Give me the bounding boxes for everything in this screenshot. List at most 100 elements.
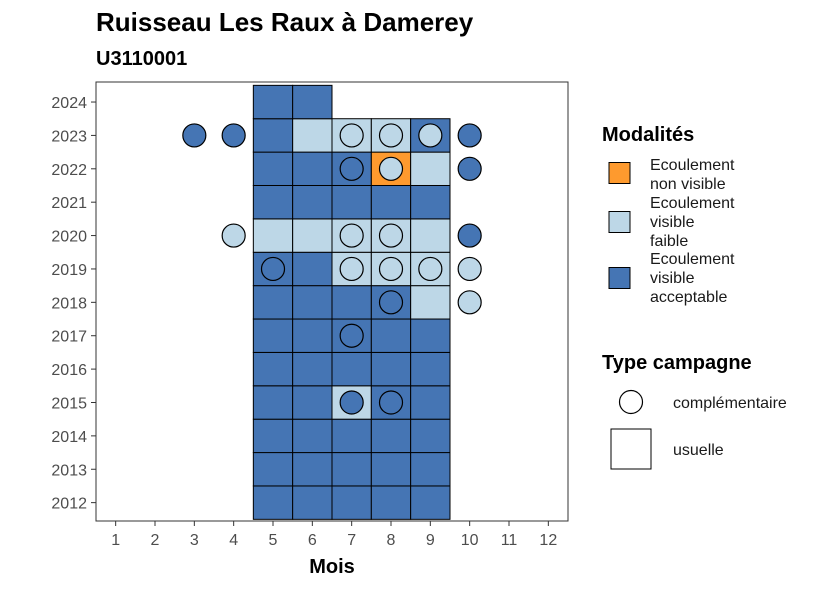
point-2017-7 [339,323,364,348]
tile-2012-6 [292,485,333,520]
tile-2024-6 [292,84,333,120]
point-2022-8 [378,156,404,181]
y-tick-label-2023: 2023 [51,128,87,145]
y-tick-label-2017: 2017 [51,329,87,346]
tile-2018-7 [331,285,372,320]
tile-2020-9 [410,218,451,253]
x-axis: 1 2 3 4 5 6 7 8 9 10 11 12 [111,521,557,549]
point-2023-4 [221,123,246,148]
point-2023-7 [339,123,364,148]
point-2018-10 [457,290,482,315]
point-2020-10 [457,223,482,248]
tile-2017-8 [370,318,412,353]
x-tick-label-2: 2 [151,532,160,549]
tile-2014-9 [410,418,451,454]
chart-title: Ruisseau Les Raux à Damerey [96,7,474,37]
y-tick-label-2018: 2018 [51,295,87,312]
legend-label-faible: Ecoulement [650,195,735,212]
tile-2013-6 [292,452,333,487]
y-tick-label-2016: 2016 [51,362,87,379]
tile-2020-6 [292,218,333,253]
point-2015-8 [378,390,404,415]
tile-2016-6 [292,351,333,387]
tile-2016-5 [252,351,294,387]
chart-subtitle: U3110001 [96,48,187,70]
legend-label-faible: visible [650,214,695,231]
tile-2023-6 [292,118,333,153]
legend-key-non_visible [608,162,631,184]
tile-2012-5 [252,485,294,520]
y-tick-label-2019: 2019 [51,262,87,279]
x-tick-label-12: 12 [539,532,557,549]
tile-2016-8 [370,351,412,387]
legend-label-non_visible: Ecoulement [650,157,735,174]
point-2020-7 [339,223,364,248]
tile-2021-6 [292,184,333,220]
tile-2016-9 [410,351,451,387]
tile-2013-7 [331,452,372,487]
point-2019-9 [418,256,443,282]
y-tick-label-2022: 2022 [51,162,87,179]
point-2023-8 [378,123,404,148]
point-2022-10 [457,156,482,181]
tile-2013-9 [410,452,451,487]
legend-label-acceptable: Ecoulement [650,251,735,268]
point-2018-8 [378,290,404,315]
tile-2012-9 [410,485,451,520]
tile-2016-7 [331,351,372,387]
x-tick-label-8: 8 [387,532,396,549]
point-2023-10 [457,123,482,148]
tile-2022-9 [410,151,451,186]
legend-type: Type campagne complémentaire usuelle [602,352,787,470]
tile-2012-8 [370,485,412,520]
point-2022-7 [339,156,364,181]
point-2015-7 [339,390,364,415]
tile-2020-5 [252,218,294,253]
x-axis-label: Mois [309,556,355,578]
y-tick-label-2024: 2024 [51,95,87,112]
x-tick-label-1: 1 [111,532,120,549]
x-tick-label-6: 6 [308,532,317,549]
x-tick-label-5: 5 [269,532,278,549]
x-tick-label-4: 4 [229,532,238,549]
plot-border [95,81,569,522]
tile-2024-5 [252,84,294,120]
tile-2014-5 [252,418,294,454]
point-2019-5 [260,256,286,282]
tile-2022-5 [252,151,294,186]
point-2019-7 [339,256,364,282]
y-tick-label-2012: 2012 [51,496,87,513]
legend-label-non_visible: non visible [650,176,726,193]
tile-2018-5 [252,285,294,320]
y-tick-label-2013: 2013 [51,462,87,479]
tile-2015-5 [252,385,294,420]
tiles-layer [252,84,451,520]
tile-2019-6 [292,251,333,287]
tile-2014-6 [292,418,333,454]
point-2020-8 [378,223,404,248]
point-2019-8 [378,256,404,282]
y-tick-label-2020: 2020 [51,229,87,246]
legend-label-circle: complémentaire [673,395,787,412]
x-tick-label-9: 9 [426,532,435,549]
tile-2015-9 [410,385,451,420]
legend-label-acceptable: visible [650,270,695,287]
legend-key-acceptable [608,267,631,289]
tile-2021-7 [331,184,372,220]
x-tick-label-11: 11 [501,532,518,549]
tile-2021-8 [370,184,412,220]
tile-2015-6 [292,385,333,420]
legend-modalites: Modalités Ecoulement non visible Ecoulement… [602,124,735,306]
y-tick-label-2015: 2015 [51,395,87,412]
tile-2017-9 [410,318,451,353]
legend-type-title: Type campagne [602,352,752,374]
legend-label-acceptable: acceptable [650,289,727,306]
point-2019-10 [457,256,482,282]
tile-2017-6 [292,318,333,353]
y-axis: 2012 2013 2014 2015 2016 2017 2018 2019 2020 2021… [51,95,96,513]
point-2020-4 [221,223,246,248]
tile-2018-9 [410,285,451,320]
tile-2022-6 [292,151,333,186]
x-tick-label-7: 7 [347,532,356,549]
